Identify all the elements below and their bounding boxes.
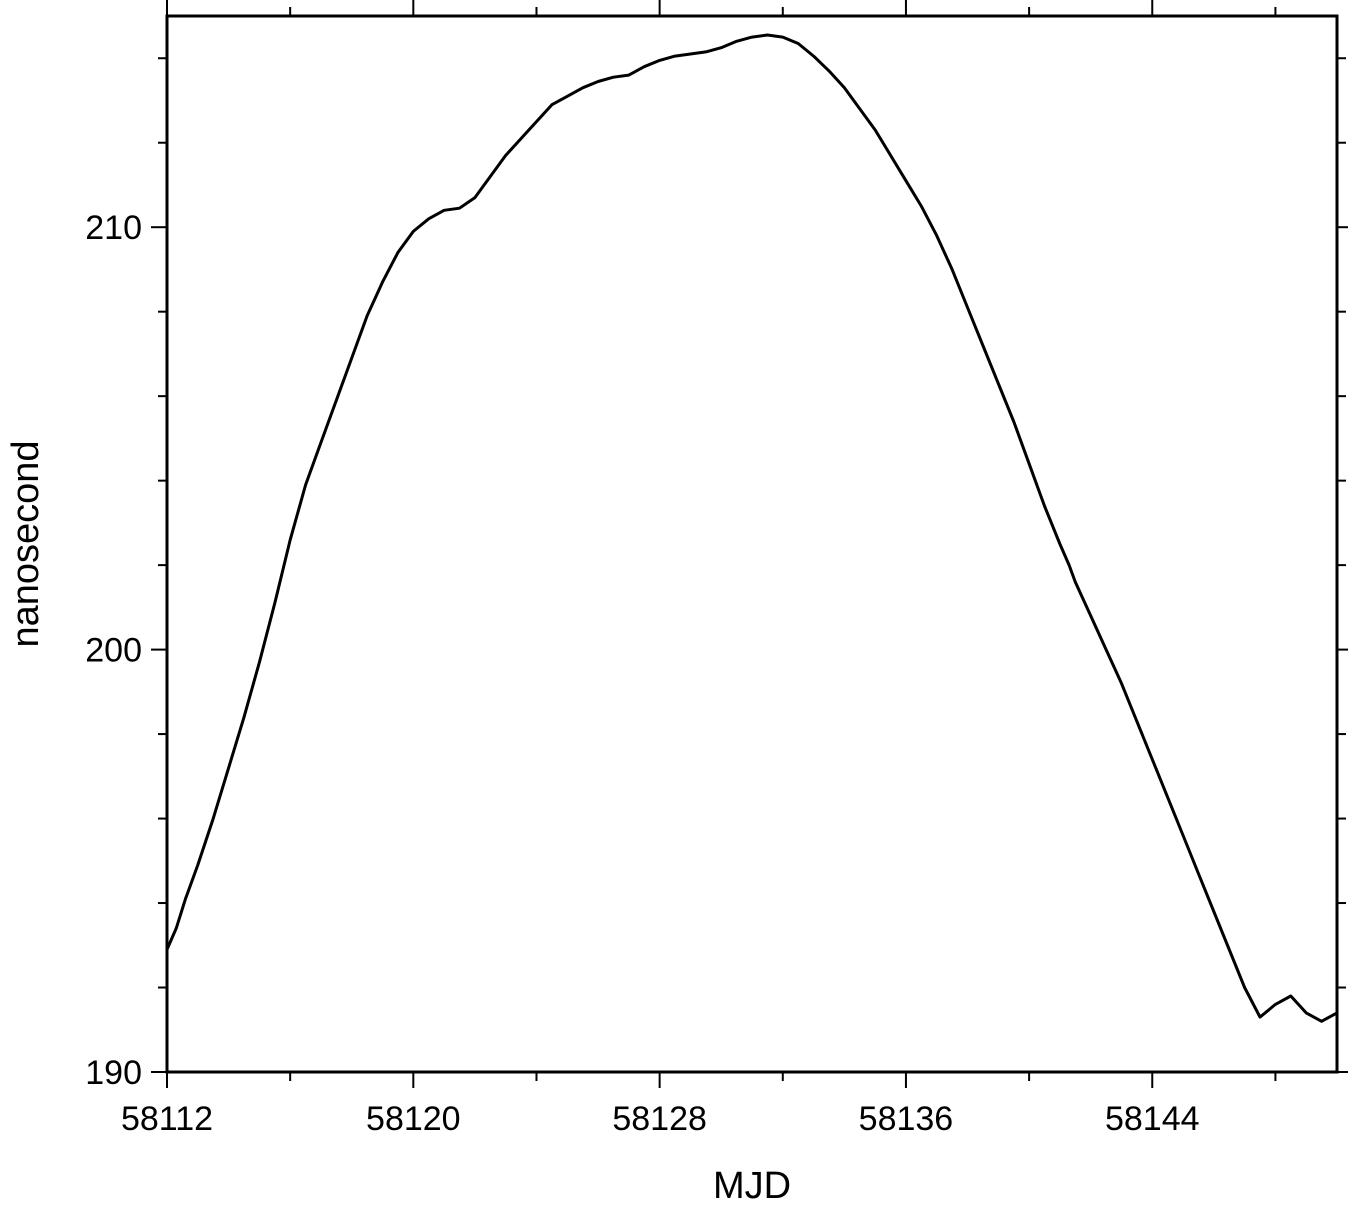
x-tick-label: 58112: [121, 1100, 213, 1138]
x-tick-label: 58128: [612, 1100, 707, 1138]
x-tick-label: 58120: [366, 1100, 461, 1138]
y-tick-label: 200: [85, 632, 142, 670]
plot-frame: [165, 14, 1339, 1074]
x-axis-title: MJD: [713, 1165, 791, 1207]
series-line: [165, 33, 1338, 1023]
tick-marks: [151, 0, 1348, 1088]
x-tick-label: 58144: [1105, 1100, 1200, 1138]
y-tick-label: 210: [85, 209, 142, 247]
x-tick-label: 58136: [859, 1100, 954, 1138]
y-tick-label: 190: [85, 1054, 142, 1092]
tick-labels: 58112 58120 58128 58136 58144 190 200 210: [85, 209, 1199, 1138]
y-axis-title: nanosecond: [5, 440, 47, 647]
